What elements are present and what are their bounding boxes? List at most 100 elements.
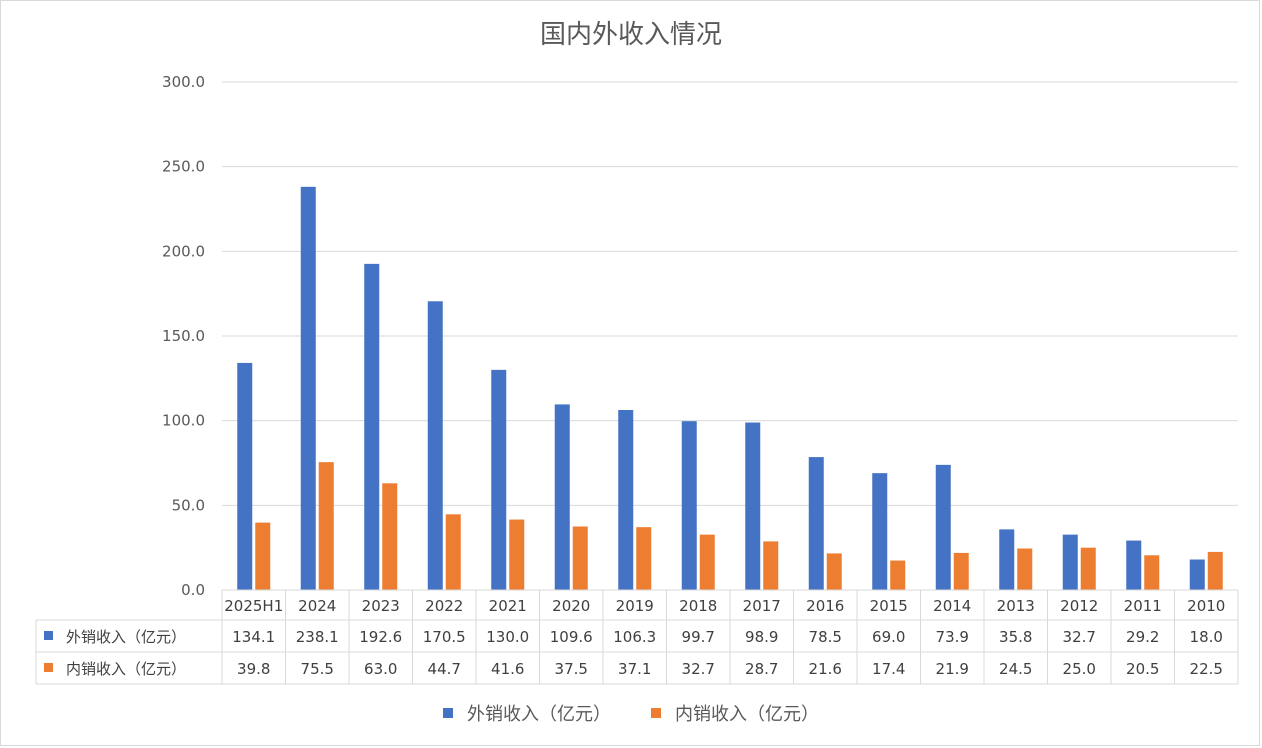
x-tick-label: 2024 bbox=[298, 597, 336, 615]
data-label: 238.1 bbox=[296, 628, 339, 646]
bar-domestic bbox=[953, 552, 969, 590]
data-label: 32.7 bbox=[1063, 628, 1096, 646]
data-label: 134.1 bbox=[232, 628, 275, 646]
data-label: 20.5 bbox=[1126, 660, 1159, 678]
y-tick-label: 250.0 bbox=[162, 158, 205, 176]
x-tick-label: 2022 bbox=[425, 597, 463, 615]
legend-label-export: 外销收入（亿元） bbox=[467, 704, 611, 725]
bar-export bbox=[554, 404, 570, 590]
x-tick-label: 2017 bbox=[743, 597, 781, 615]
data-label: 69.0 bbox=[872, 628, 905, 646]
table-row-header: 外销收入（亿元） bbox=[66, 628, 186, 646]
data-label: 32.7 bbox=[682, 660, 715, 678]
data-label: 21.9 bbox=[936, 660, 969, 678]
y-tick-label: 300.0 bbox=[162, 73, 205, 91]
chart-title: 国内外收入情况 bbox=[539, 20, 722, 50]
x-tick-label: 2023 bbox=[362, 597, 400, 615]
data-label: 130.0 bbox=[486, 628, 529, 646]
table-key-export bbox=[44, 631, 53, 640]
x-tick-label: 2020 bbox=[552, 597, 590, 615]
data-label: 41.6 bbox=[491, 660, 524, 678]
data-label: 35.8 bbox=[999, 628, 1032, 646]
bar-domestic bbox=[636, 527, 652, 590]
legend-swatch-export bbox=[443, 708, 453, 718]
x-tick-label: 2010 bbox=[1187, 597, 1225, 615]
data-label: 44.7 bbox=[428, 660, 461, 678]
data-label: 99.7 bbox=[682, 628, 715, 646]
legend-item-domestic: 内销收入（亿元） bbox=[651, 700, 819, 726]
data-label: 37.5 bbox=[555, 660, 588, 678]
bar-domestic bbox=[318, 462, 334, 590]
bar-export bbox=[300, 186, 316, 591]
legend-label-domestic: 内销收入（亿元） bbox=[675, 704, 819, 725]
x-tick-label: 2019 bbox=[616, 597, 654, 615]
bar-domestic bbox=[763, 541, 779, 590]
data-label: 18.0 bbox=[1190, 628, 1223, 646]
bar-export bbox=[364, 263, 380, 590]
bar-domestic bbox=[1144, 555, 1160, 590]
x-tick-label: 2018 bbox=[679, 597, 717, 615]
y-tick-label: 200.0 bbox=[162, 242, 205, 260]
bar-domestic bbox=[826, 553, 842, 590]
bar-domestic bbox=[445, 514, 461, 590]
x-tick-label: 2025H1 bbox=[224, 597, 283, 615]
y-tick-label: 50.0 bbox=[172, 496, 205, 514]
data-label: 37.1 bbox=[618, 660, 651, 678]
bar-export bbox=[1189, 559, 1205, 590]
data-label: 29.2 bbox=[1126, 628, 1159, 646]
bar-export bbox=[1062, 534, 1078, 590]
data-label: 24.5 bbox=[999, 660, 1032, 678]
x-tick-label: 2016 bbox=[806, 597, 844, 615]
x-tick-label: 2011 bbox=[1124, 597, 1162, 615]
bar-export bbox=[681, 421, 697, 590]
bar-domestic bbox=[890, 560, 906, 590]
bar-export bbox=[935, 464, 951, 590]
data-label: 78.5 bbox=[809, 628, 842, 646]
y-tick-label: 100.0 bbox=[162, 412, 205, 430]
data-label: 75.5 bbox=[301, 660, 334, 678]
data-label: 98.9 bbox=[745, 628, 778, 646]
data-label: 39.8 bbox=[237, 660, 270, 678]
legend: 外销收入（亿元） 内销收入（亿元） bbox=[0, 700, 1262, 726]
data-label: 63.0 bbox=[364, 660, 397, 678]
x-tick-label: 2012 bbox=[1060, 597, 1098, 615]
data-label: 22.5 bbox=[1190, 660, 1223, 678]
bar-domestic bbox=[572, 526, 588, 590]
bar-export bbox=[745, 422, 761, 590]
bar-domestic bbox=[509, 519, 525, 590]
bar-domestic bbox=[1207, 551, 1223, 590]
bar-export bbox=[872, 473, 888, 590]
x-tick-label: 2013 bbox=[997, 597, 1035, 615]
bar-export bbox=[491, 369, 507, 590]
data-label: 17.4 bbox=[872, 660, 905, 678]
table-key-domestic bbox=[44, 663, 53, 672]
y-tick-label: 150.0 bbox=[162, 327, 205, 345]
bar-export bbox=[618, 409, 634, 590]
bar-domestic bbox=[1080, 547, 1096, 590]
table-row-header: 内销收入（亿元） bbox=[66, 660, 186, 678]
bar-export bbox=[808, 457, 824, 590]
data-label: 25.0 bbox=[1063, 660, 1096, 678]
bar-domestic bbox=[382, 483, 398, 590]
bar-domestic bbox=[699, 534, 715, 590]
legend-swatch-domestic bbox=[651, 708, 661, 718]
data-label: 192.6 bbox=[359, 628, 402, 646]
x-tick-label: 2014 bbox=[933, 597, 971, 615]
bar-domestic bbox=[1017, 548, 1033, 590]
x-tick-label: 2021 bbox=[489, 597, 527, 615]
data-label: 21.6 bbox=[809, 660, 842, 678]
bar-export bbox=[237, 362, 253, 590]
y-tick-label: 0.0 bbox=[181, 581, 205, 599]
bar-export bbox=[1126, 540, 1142, 590]
bar-export bbox=[427, 301, 443, 590]
data-label: 170.5 bbox=[423, 628, 466, 646]
data-label: 106.3 bbox=[613, 628, 656, 646]
data-label: 73.9 bbox=[936, 628, 969, 646]
data-label: 28.7 bbox=[745, 660, 778, 678]
bar-export bbox=[999, 529, 1015, 590]
legend-item-export: 外销收入（亿元） bbox=[443, 700, 611, 726]
bar-domestic bbox=[255, 522, 271, 590]
x-tick-label: 2015 bbox=[870, 597, 908, 615]
